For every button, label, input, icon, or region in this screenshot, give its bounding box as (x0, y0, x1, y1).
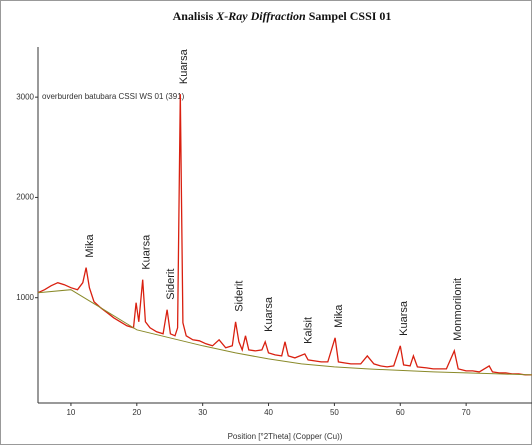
spectrum-line (37, 94, 532, 376)
peak-annotation: Kuarsa (263, 296, 275, 332)
title-part: Sampel CSSI 01 (306, 9, 392, 23)
x-tick-label: 40 (264, 408, 273, 417)
peak-annotation: Kuarsa (178, 48, 190, 84)
x-tick-label: 70 (462, 408, 471, 417)
x-tick-label: 60 (396, 408, 405, 417)
background-line (37, 289, 532, 376)
title-part: X-Ray Diffraction (215, 9, 306, 23)
x-tick-label: 50 (330, 408, 339, 417)
legend-label: overburden batubara CSSI WS 01 (391) (42, 92, 185, 101)
title-part: Analisis (173, 9, 217, 23)
y-tick-label: 3000 (16, 92, 34, 101)
chart-title: Analisis X-Ray Diffraction Sampel CSSI 0… (173, 9, 392, 23)
y-tick-label: 2000 (16, 193, 34, 202)
x-axis-label: Position [°2Theta] (Copper (Cu)) (228, 432, 343, 441)
x-tick-label: 10 (66, 408, 75, 417)
peak-annotation: Kuarsa (141, 234, 153, 270)
y-tick-label: 1000 (16, 293, 34, 302)
peak-annotation: Siderit (234, 281, 246, 312)
x-tick-label: 20 (132, 408, 141, 417)
peak-annotation: Mika (333, 304, 345, 328)
x-tick-label: 30 (198, 408, 207, 417)
peak-annotation: Kalsit (303, 317, 315, 344)
peak-annotation: Kuarsa (398, 300, 410, 336)
peak-annotation: Siderit (165, 269, 177, 300)
peak-annotation: Monmorilonit (452, 278, 464, 341)
peak-annotation: Mika (84, 234, 96, 258)
